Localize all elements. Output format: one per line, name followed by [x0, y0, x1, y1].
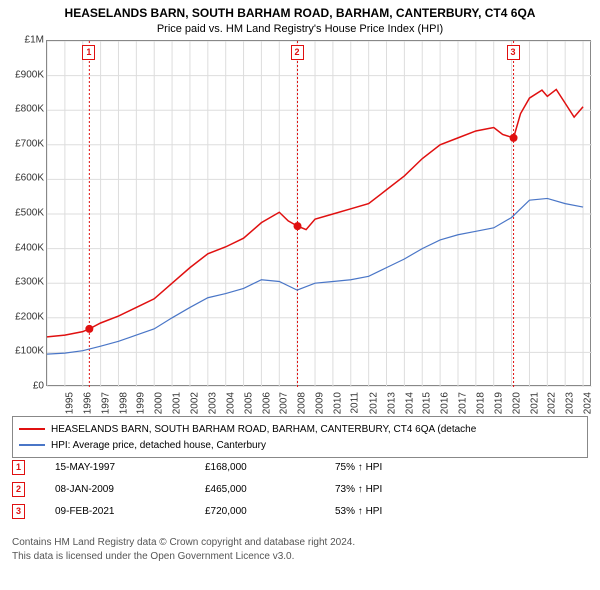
chart-title: HEASELANDS BARN, SOUTH BARHAM ROAD, BARH… [0, 0, 600, 20]
sale-row: 3 09-FEB-2021 £720,000 53% ↑ HPI [12, 500, 588, 522]
y-axis-label: £800K [8, 104, 44, 115]
sale-marker-box: 1 [12, 460, 25, 475]
y-axis-label: £500K [8, 208, 44, 219]
x-axis-label: 1995 [64, 392, 75, 414]
y-axis-label: £400K [8, 242, 44, 253]
x-axis-label: 2023 [565, 392, 576, 414]
y-axis-label: £200K [8, 311, 44, 322]
y-axis-label: £700K [8, 138, 44, 149]
sale-pct: 75% ↑ HPI [335, 462, 455, 473]
sale-date: 09-FEB-2021 [55, 506, 205, 517]
chart-container: HEASELANDS BARN, SOUTH BARHAM ROAD, BARH… [0, 0, 600, 590]
y-axis-label: £1M [8, 35, 44, 46]
plot-svg [47, 41, 592, 387]
legend-label: HPI: Average price, detached house, Cant… [51, 440, 266, 451]
x-axis-label: 2004 [225, 392, 236, 414]
legend-swatch [19, 444, 45, 446]
y-axis-label: £0 [8, 381, 44, 392]
footnote-line1: Contains HM Land Registry data © Crown c… [12, 536, 355, 550]
x-axis-label: 2021 [529, 392, 540, 414]
x-axis-label: 2002 [189, 392, 200, 414]
x-axis-label: 2016 [439, 392, 450, 414]
plot-area: 1 2 3 [46, 40, 591, 386]
x-axis-label: 2009 [314, 392, 325, 414]
sale-marker-box: 3 [12, 504, 25, 519]
y-axis-label: £900K [8, 69, 44, 80]
sale-marker-3: 3 [507, 45, 520, 60]
sale-marker-1: 1 [82, 45, 95, 60]
x-axis-label: 2013 [386, 392, 397, 414]
sale-date: 08-JAN-2009 [55, 484, 205, 495]
x-axis-label: 2012 [368, 392, 379, 414]
sales-table: 1 15-MAY-1997 £168,000 75% ↑ HPI 2 08-JA… [12, 456, 588, 522]
legend-item: HEASELANDS BARN, SOUTH BARHAM ROAD, BARH… [19, 421, 581, 437]
sale-pct: 73% ↑ HPI [335, 484, 455, 495]
x-axis-label: 2018 [475, 392, 486, 414]
x-axis-label: 2006 [261, 392, 272, 414]
chart-subtitle: Price paid vs. HM Land Registry's House … [0, 20, 600, 39]
x-axis-label: 2007 [279, 392, 290, 414]
x-axis-label: 2015 [422, 392, 433, 414]
sale-row: 1 15-MAY-1997 £168,000 75% ↑ HPI [12, 456, 588, 478]
x-axis-label: 2000 [154, 392, 165, 414]
sale-pct: 53% ↑ HPI [335, 506, 455, 517]
sale-marker-2: 2 [291, 45, 304, 60]
footnote-line2: This data is licensed under the Open Gov… [12, 550, 355, 564]
y-axis-label: £100K [8, 346, 44, 357]
x-axis-label: 2008 [297, 392, 308, 414]
legend: HEASELANDS BARN, SOUTH BARHAM ROAD, BARH… [12, 416, 588, 458]
x-axis-label: 2011 [349, 392, 360, 414]
x-axis-label: 1996 [82, 392, 93, 414]
x-axis-label: 2014 [404, 392, 415, 414]
x-axis-label: 1999 [136, 392, 147, 414]
footnote: Contains HM Land Registry data © Crown c… [12, 536, 355, 564]
x-axis-label: 2003 [207, 392, 218, 414]
x-axis-label: 2022 [547, 392, 558, 414]
chart-area: 1 2 3 £0 £100K £200K £300K £400K £500K £600K £700… [8, 40, 592, 410]
x-axis-label: 2010 [332, 392, 343, 414]
sale-price: £720,000 [205, 506, 335, 517]
x-axis-label: 1998 [118, 392, 129, 414]
legend-label: HEASELANDS BARN, SOUTH BARHAM ROAD, BARH… [51, 424, 476, 435]
sale-row: 2 08-JAN-2009 £465,000 73% ↑ HPI [12, 478, 588, 500]
y-axis-label: £300K [8, 277, 44, 288]
x-axis-label: 2001 [171, 392, 182, 414]
x-axis-label: 2019 [493, 392, 504, 414]
sale-price: £168,000 [205, 462, 335, 473]
x-axis-label: 2024 [582, 392, 593, 414]
y-axis-label: £600K [8, 173, 44, 184]
legend-swatch [19, 428, 45, 430]
x-axis-label: 2017 [457, 392, 468, 414]
sale-marker-box: 2 [12, 482, 25, 497]
sale-date: 15-MAY-1997 [55, 462, 205, 473]
x-axis-label: 1997 [100, 392, 111, 414]
x-axis-label: 2005 [243, 392, 254, 414]
sale-price: £465,000 [205, 484, 335, 495]
legend-item: HPI: Average price, detached house, Cant… [19, 437, 581, 453]
x-axis-label: 2020 [511, 392, 522, 414]
